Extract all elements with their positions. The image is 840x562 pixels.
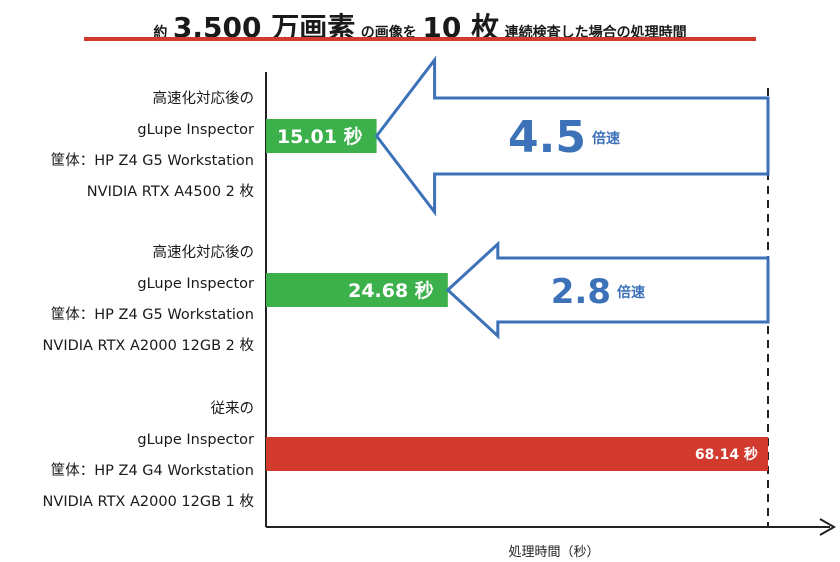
- bar: [266, 437, 768, 471]
- category-label: 高速化対応後の: [153, 90, 255, 107]
- category-label: 筐体：HP Z4 G5 Workstation: [51, 152, 254, 169]
- speedup-arrow: [374, 55, 770, 217]
- bar: [266, 119, 377, 153]
- speedup-value: 2.8: [551, 272, 611, 312]
- speedup-value: 4.5: [508, 112, 586, 163]
- category-label: NVIDIA RTX A2000 12GB 2 枚: [43, 337, 255, 354]
- bar: [266, 273, 448, 307]
- value-label: 15.01 秒: [277, 125, 363, 148]
- category-label: gLupe Inspector: [137, 432, 254, 448]
- value-label: 24.68 秒: [348, 279, 434, 302]
- category-label: 高速化対応後の: [153, 244, 255, 261]
- x-axis-arrow-icon: [819, 518, 837, 536]
- category-label: 筐体：HP Z4 G5 Workstation: [51, 306, 254, 323]
- category-label: 筐体：HP Z4 G4 Workstation: [51, 462, 254, 479]
- category-label: gLupe Inspector: [137, 122, 254, 138]
- value-label: 68.14 秒: [695, 446, 758, 463]
- category-label: NVIDIA RTX A2000 12GB 1 枚: [43, 493, 255, 510]
- category-label: gLupe Inspector: [137, 276, 254, 292]
- speedup-arrow: [445, 240, 770, 340]
- category-label: 従来の: [211, 400, 255, 417]
- x-axis-label: 処理時間（秒）: [508, 545, 599, 560]
- speedup-unit: 倍速: [617, 284, 645, 301]
- speedup-unit: 倍速: [592, 130, 620, 147]
- category-label: NVIDIA RTX A4500 2 枚: [87, 183, 255, 200]
